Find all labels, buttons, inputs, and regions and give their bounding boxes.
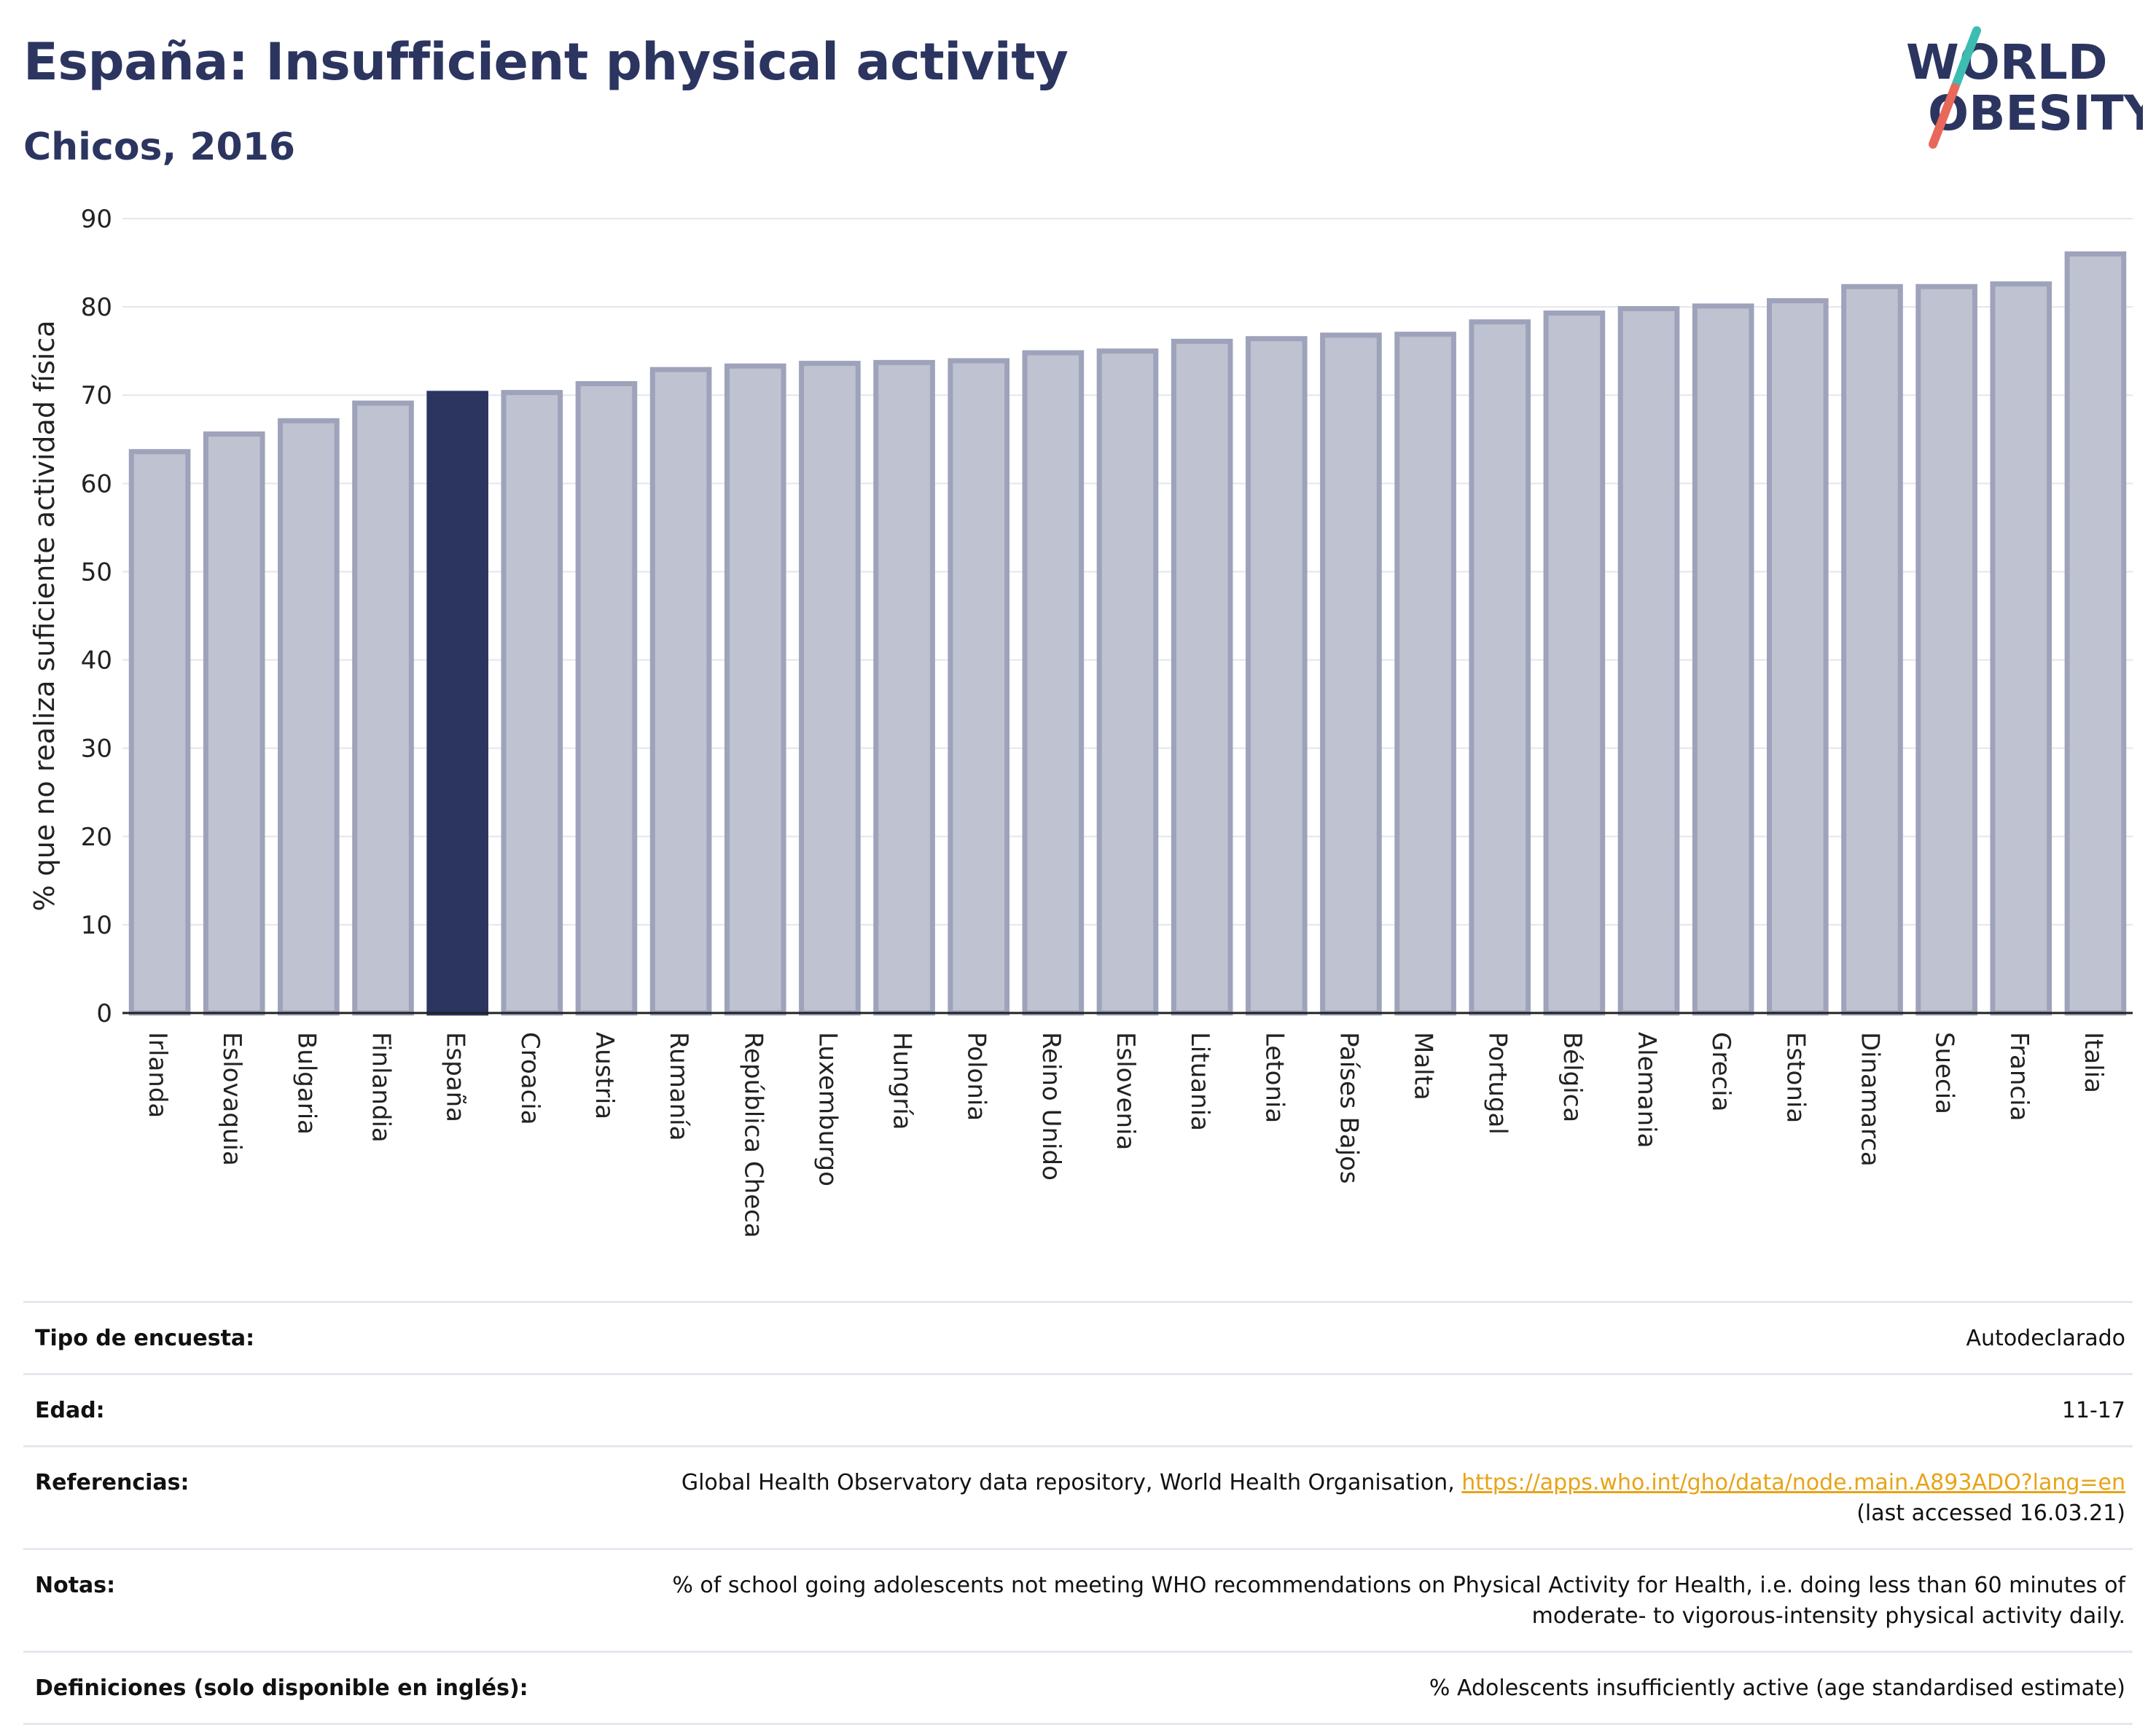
y-tick-labels: 0 10 20 30 40 50 60 70 80 90 <box>81 205 112 1028</box>
bar <box>724 363 786 1016</box>
age-label: Edad: <box>35 1398 105 1423</box>
references-text: Global Health Observatory data repositor… <box>681 1470 1462 1495</box>
y-tick-label: 90 <box>81 205 112 234</box>
logo-line-1: WORLD <box>1906 34 2108 90</box>
age-value: 11-17 <box>2061 1398 2125 1423</box>
bar <box>278 418 340 1016</box>
bar <box>1469 319 1531 1016</box>
bar-highlighted <box>426 391 488 1016</box>
x-tick-label: Suecia <box>1930 1032 1959 1114</box>
x-tick-label: Países Bajos <box>1334 1032 1363 1184</box>
page-subtitle: Chicos, 2016 <box>23 125 296 169</box>
references-accessed: (last accessed 16.03.21) <box>1856 1501 2125 1526</box>
x-tick-label: España <box>441 1032 470 1122</box>
x-tick-labels: Irlanda Eslovaquia Bulgaria Finlandia España… <box>143 1032 2108 1238</box>
y-tick-label: 40 <box>81 646 112 676</box>
y-tick-label: 0 <box>96 999 112 1028</box>
info-row-notes: Notas: % of school going adolescents not… <box>23 1548 2133 1651</box>
x-tick-label: Eslovenia <box>1111 1032 1140 1150</box>
bar <box>1692 303 1754 1016</box>
x-tick-label: Polonia <box>962 1032 991 1121</box>
bar <box>203 431 265 1016</box>
x-tick-label: Austria <box>590 1032 619 1119</box>
y-tick-label: 30 <box>81 735 112 764</box>
notes-line-1: % of school going adolescents not meetin… <box>672 1573 2125 1598</box>
bar <box>501 390 563 1016</box>
x-tick-label: Estonia <box>1781 1032 1810 1123</box>
notes-line-2: moderate- to vigorous-intensity physical… <box>1531 1603 2125 1629</box>
x-tick-label: Croacia <box>515 1032 544 1125</box>
bar <box>1022 350 1085 1016</box>
x-tick-label: Luxemburgo <box>813 1032 842 1186</box>
survey-type-value: Autodeclarado <box>1966 1326 2125 1351</box>
x-tick-label: Letonia <box>1259 1032 1289 1123</box>
x-tick-label: Bélgica <box>1558 1032 1587 1122</box>
bar <box>1767 298 1829 1016</box>
bar <box>873 359 935 1016</box>
y-tick-label: 60 <box>81 469 112 498</box>
bar <box>1096 348 1159 1016</box>
x-tick-label: República Checa <box>738 1032 768 1238</box>
references-value: Global Health Observatory data repositor… <box>681 1468 2133 1529</box>
bar <box>575 380 638 1016</box>
x-tick-label: Italia <box>2079 1032 2108 1093</box>
bar <box>649 367 712 1016</box>
info-row-age: Edad: 11-17 <box>23 1373 2133 1445</box>
world-obesity-logo: WORLD OBESITY <box>1895 15 2156 160</box>
x-tick-label: Grecia <box>1706 1032 1735 1111</box>
bar <box>1543 310 1606 1016</box>
bar <box>1394 332 1456 1016</box>
logo-slash-coral <box>1929 83 1959 149</box>
y-axis-label: % que no realiza suficiente actividad fí… <box>28 321 60 912</box>
bar <box>1171 338 1233 1016</box>
bar <box>948 358 1010 1016</box>
x-tick-label: Lituania <box>1185 1032 1214 1131</box>
bar <box>799 361 861 1016</box>
bars <box>128 251 2127 1016</box>
bar <box>1617 306 1680 1016</box>
references-link[interactable]: https://apps.who.int/gho/data/node.main.… <box>1461 1470 2125 1495</box>
info-row-definitions: Definiciones (solo disponible en inglés)… <box>23 1651 2133 1725</box>
info-row-survey-type: Tipo de encuesta: Autodeclarado <box>23 1301 2133 1373</box>
bar <box>1245 336 1308 1016</box>
x-tick-label: Hungría <box>888 1032 917 1130</box>
x-tick-label: Eslovaquia <box>217 1032 246 1166</box>
x-tick-label: Alemania <box>1632 1032 1661 1148</box>
x-tick-label: Dinamarca <box>1855 1032 1884 1167</box>
y-tick-label: 50 <box>81 558 112 587</box>
bar <box>1841 283 1903 1016</box>
bar <box>352 400 414 1016</box>
bar-chart: 0 10 20 30 40 50 60 70 80 90 Irlanda Eslovaquia Bul… <box>28 205 2133 1238</box>
y-tick-label: 70 <box>81 381 112 410</box>
bar <box>128 449 191 1016</box>
y-tick-label: 20 <box>81 823 112 852</box>
logo-slash-teal <box>1950 26 1981 92</box>
y-tick-label: 80 <box>81 293 112 322</box>
x-tick-label: Reino Unido <box>1036 1032 1066 1181</box>
y-tick-label: 10 <box>81 911 112 940</box>
x-tick-label: Rumanía <box>664 1032 693 1141</box>
notes-label: Notas: <box>35 1573 116 1598</box>
logo-line-2: OBESITY <box>1928 85 2143 141</box>
x-tick-label: Malta <box>1409 1032 1438 1100</box>
survey-type-label: Tipo de encuesta: <box>35 1326 255 1351</box>
x-tick-label: Irlanda <box>143 1032 172 1118</box>
bar <box>2064 251 2127 1016</box>
x-tick-label: Finlandia <box>367 1032 396 1143</box>
definitions-label: Definiciones (solo disponible en inglés)… <box>35 1675 528 1701</box>
references-label: Referencias: <box>35 1470 190 1495</box>
page-title: España: Insufficient physical activity <box>23 32 1069 92</box>
bar <box>1990 281 2053 1016</box>
definitions-value: % Adolescents insufficiently active (age… <box>1429 1675 2125 1701</box>
info-table: Tipo de encuesta: Autodeclarado Edad: 11… <box>23 1301 2133 1725</box>
x-tick-label: Bulgaria <box>292 1032 321 1135</box>
info-row-references: Referencias: Global Health Observatory d… <box>23 1445 2133 1548</box>
bar <box>1320 332 1382 1016</box>
x-tick-label: Francia <box>2004 1032 2034 1121</box>
x-tick-label: Portugal <box>1483 1032 1512 1135</box>
bar <box>1915 283 1977 1016</box>
notes-value: % of school going adolescents not meetin… <box>672 1571 2133 1632</box>
